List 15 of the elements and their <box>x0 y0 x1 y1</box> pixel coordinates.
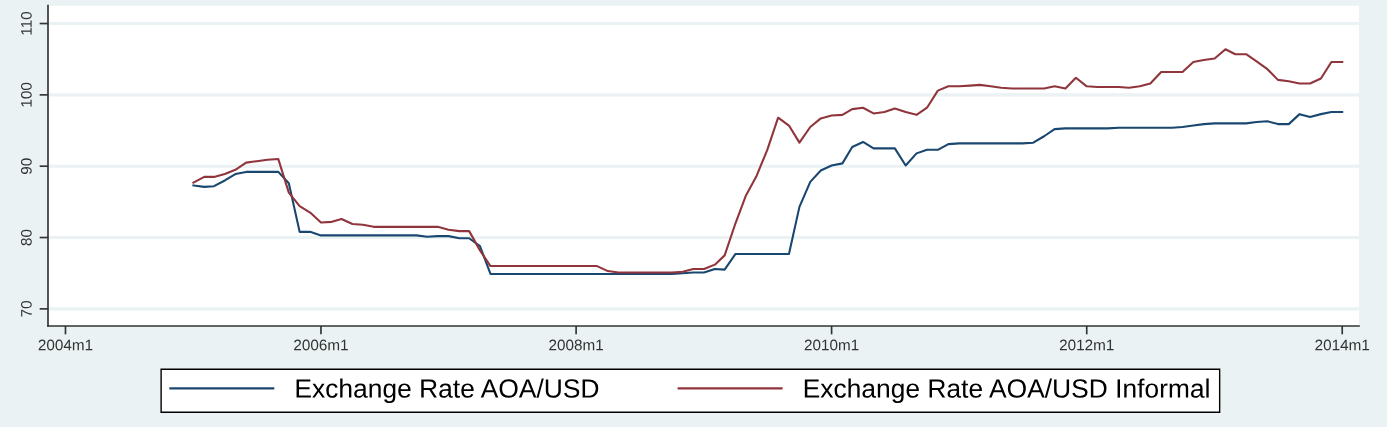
line-series <box>192 110 1344 275</box>
legend-label: Exchange Rate AOA/USD Informal <box>804 378 1209 404</box>
x-tick-label: 2012m1 <box>1059 339 1114 351</box>
line-series <box>192 48 1344 274</box>
y-tick-label: 100 <box>20 82 32 107</box>
x-tick-label: 2006m1 <box>294 339 348 351</box>
x-tick-label: 2004m1 <box>38 339 93 351</box>
x-tick-label: 2010m1 <box>804 339 859 351</box>
y-tick-label: 80 <box>20 229 32 246</box>
y-tick-label: 110 <box>20 11 32 35</box>
x-tick-label: 2008m1 <box>549 339 603 351</box>
y-tick-label: 90 <box>20 158 32 174</box>
x-tick-label: 2014m1 <box>1315 339 1370 351</box>
y-tick-label: 70 <box>20 300 32 317</box>
legend-label: Exchange Rate AOA/USD <box>296 378 599 404</box>
